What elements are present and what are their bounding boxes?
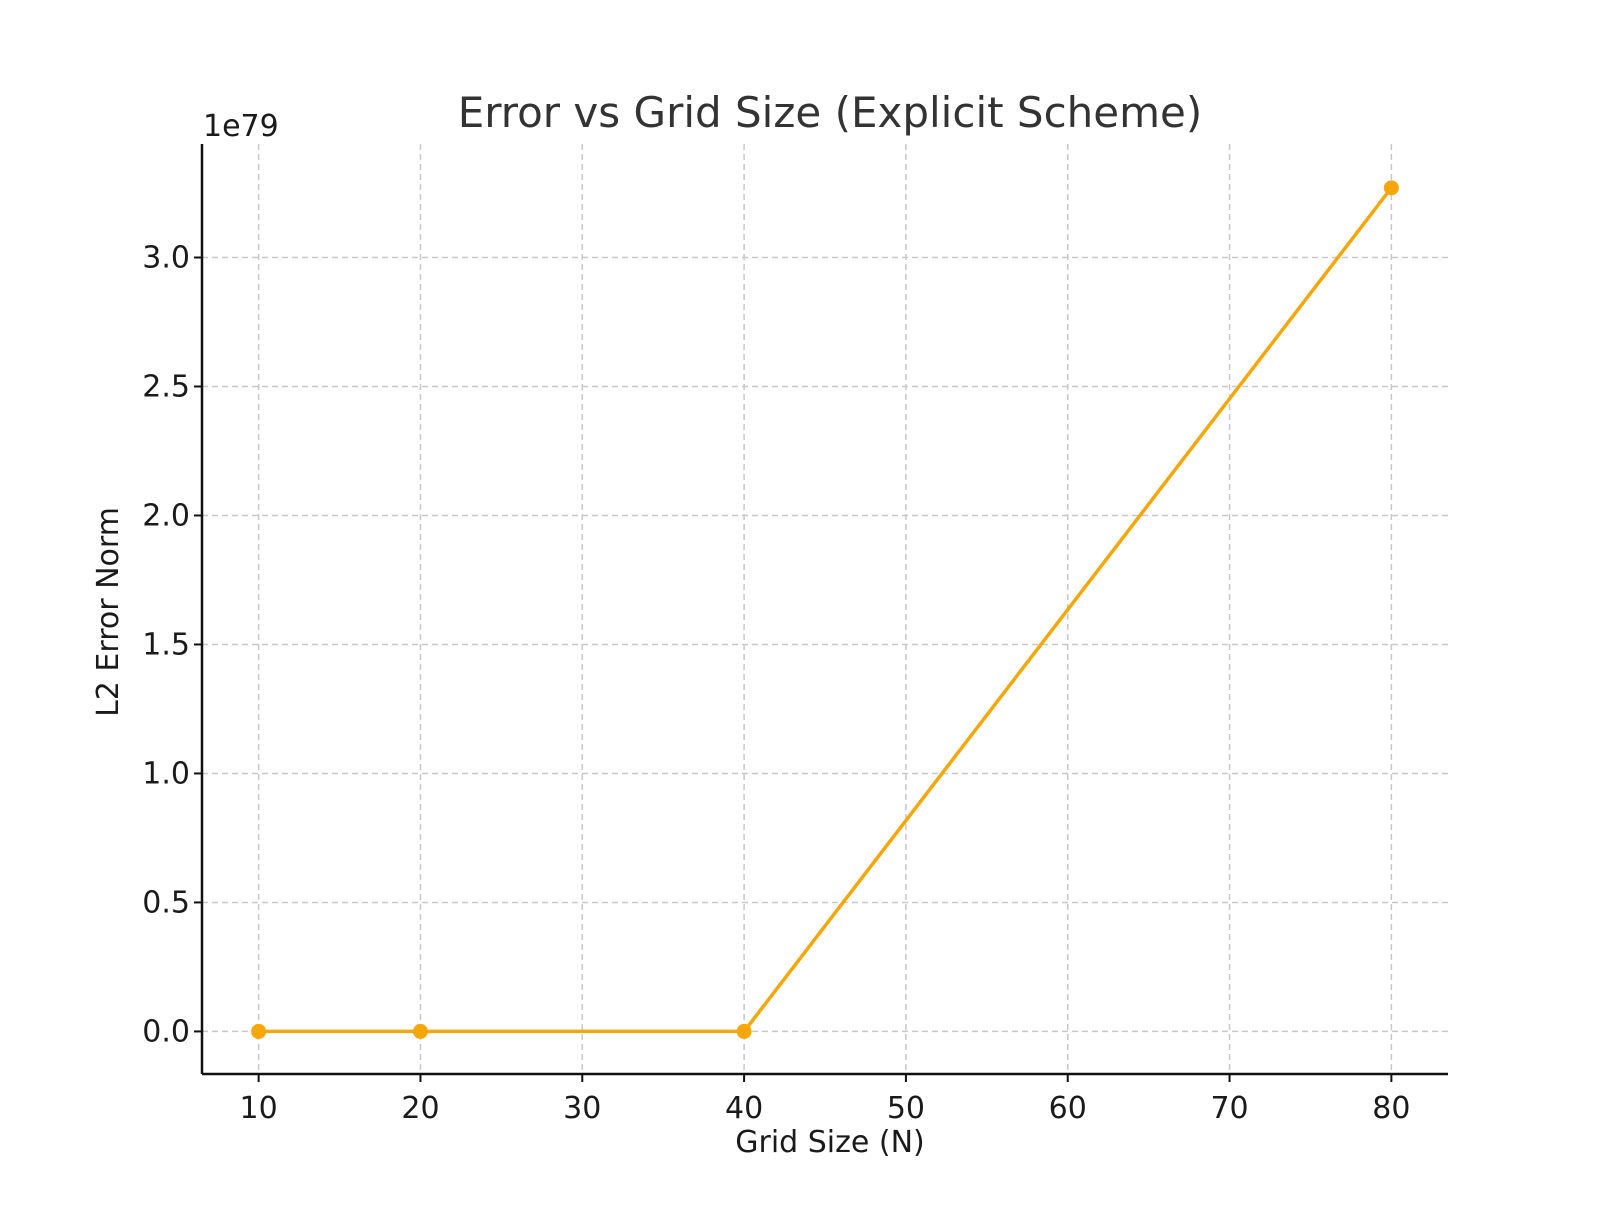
data-point (251, 1023, 267, 1039)
data-point (1383, 180, 1399, 196)
x-tick-label: 80 (1372, 1091, 1410, 1126)
x-tick-label: 70 (1210, 1091, 1248, 1126)
x-tick-label: 30 (563, 1091, 601, 1126)
data-point (412, 1023, 428, 1039)
y-axis-label: L2 Error Norm (91, 507, 126, 717)
axes (200, 144, 1448, 1076)
y-tick-label: 0.5 (142, 885, 190, 920)
y-axis-offset-label: 1e79 (203, 109, 279, 144)
x-tick-label: 60 (1049, 1091, 1087, 1126)
ticks: 10 20 30 40 50 60 70 80 0.0 0.5 1.0 1.5 2.0 2.5 3.0 (142, 241, 1410, 1126)
x-axis-label: Grid Size (N) (735, 1125, 924, 1160)
x-tick-label: 10 (240, 1091, 278, 1126)
series (251, 180, 1399, 1039)
data-point (736, 1023, 752, 1039)
y-tick-label: 3.0 (142, 241, 190, 276)
series-line (258, 186, 1393, 1034)
chart-title: Error vs Grid Size (Explicit Scheme) (458, 88, 1203, 137)
y-tick-label: 2.5 (142, 369, 190, 404)
grid (202, 144, 1448, 1074)
y-tick-label: 0.0 (142, 1014, 190, 1049)
y-tick-label: 2.0 (142, 498, 190, 533)
y-tick-label: 1.5 (142, 627, 190, 662)
x-tick-label: 50 (887, 1091, 925, 1126)
x-tick-label: 20 (401, 1091, 439, 1126)
y-tick-label: 1.0 (142, 756, 190, 791)
x-tick-label: 40 (725, 1091, 763, 1126)
